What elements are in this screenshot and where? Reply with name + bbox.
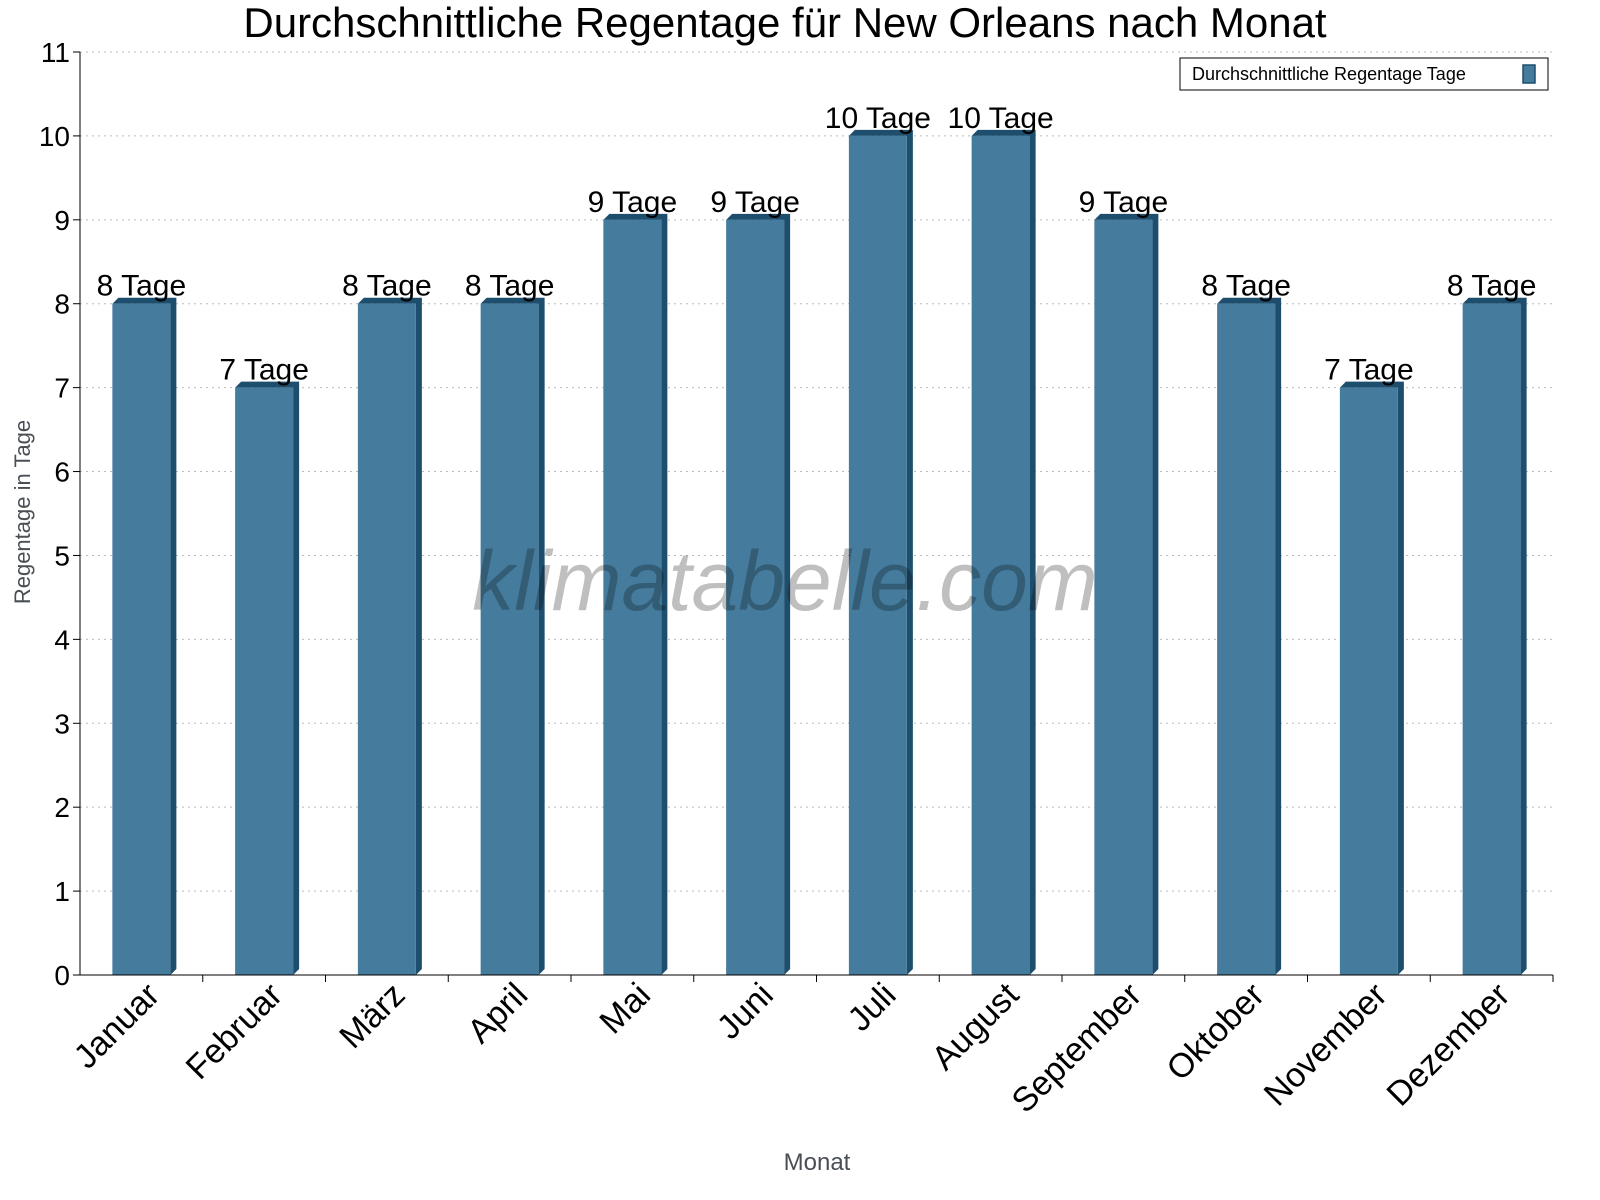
legend-swatch [1522,64,1536,84]
data-label: 8 Tage [342,270,432,303]
bar [112,303,171,975]
y-tick-label: 11 [41,37,70,68]
grid-lines [80,51,1553,892]
x-tick-label: April [460,976,535,1051]
data-label: 8 Tage [1201,270,1291,303]
bar [726,219,785,975]
y-tick-label: 4 [54,624,70,655]
y-tick-label: 0 [54,960,70,991]
watermark: klimatabelle.com [472,534,1098,628]
bar [235,387,294,975]
chart-title: Durchschnittliche Regentage für New Orle… [243,0,1327,46]
y-tick-label: 2 [54,792,70,823]
x-tick-label: Februar [179,976,290,1087]
y-tick-label: 1 [54,876,70,907]
bar [1462,303,1521,975]
x-tick-label: März [332,976,412,1056]
data-label: 9 Tage [710,186,800,219]
data-label: 8 Tage [465,270,555,303]
data-label: 8 Tage [97,270,187,303]
x-tick-label: August [925,975,1027,1077]
data-label: 8 Tage [1447,270,1537,303]
x-tick-label: November [1257,976,1395,1114]
bar [1217,303,1276,975]
bar [971,135,1030,976]
x-tick-label: September [1005,976,1149,1120]
x-tick-label: Oktober [1159,976,1271,1088]
data-label: 7 Tage [219,354,309,387]
y-tick-label: 5 [54,540,70,571]
bar [357,303,416,975]
x-tick-label: Dezember [1380,976,1518,1114]
bar [603,219,662,975]
x-axis-label: Monat [784,1149,851,1176]
y-tick-label: 3 [54,708,70,739]
bar [1339,387,1398,975]
x-tick-label: Juli [841,976,904,1039]
legend-box [1179,57,1549,91]
y-tick-label: 8 [54,289,70,320]
x-tick-label: Juni [710,976,781,1047]
y-tick-label: 6 [54,457,70,488]
bars: 8 Tage 7 Tage 8 Tage 8 Tage 9 Tage 9 Tage 10 T… [97,102,1537,976]
data-label: 10 Tage [948,102,1054,135]
x-tick-label: Mai [592,976,658,1042]
legend[interactable]: Durchschnittliche Regentage Tage [1179,57,1549,91]
y-tick-label: 10 [39,121,70,152]
legend-label: Durchschnittliche Regentage Tage [1192,64,1466,84]
data-label: 9 Tage [588,186,678,219]
data-label: 9 Tage [1079,186,1169,219]
bar [848,135,907,976]
bar [480,303,539,975]
bar [1094,219,1153,975]
y-tick-label: 7 [54,373,70,404]
y-axis-label: Regentage in Tage [10,420,35,604]
x-tick-label: Januar [67,976,167,1076]
data-label: 10 Tage [825,102,931,135]
y-tick-label: 9 [54,205,70,236]
data-label: 7 Tage [1324,354,1414,387]
